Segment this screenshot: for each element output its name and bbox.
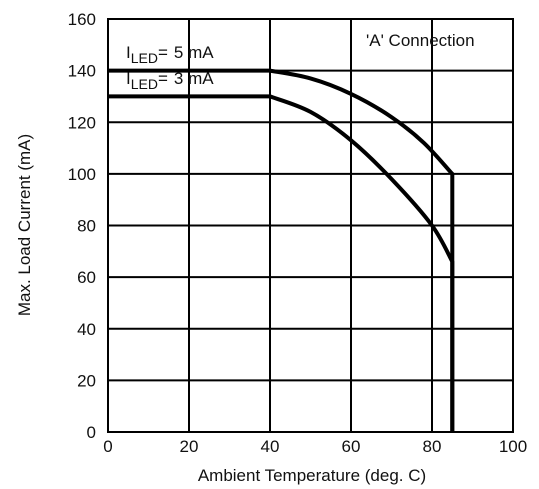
x-tick-label: 80	[423, 437, 442, 456]
y-axis-label: Max. Load Current (mA)	[15, 134, 34, 316]
x-tick-label: 100	[499, 437, 527, 456]
x-tick-label: 60	[342, 437, 361, 456]
x-tick-label: 40	[261, 437, 280, 456]
series-line-3ma	[108, 94, 455, 432]
x-tick-labels: 0 20 40 60 80 100	[103, 437, 527, 456]
series-line-5ma	[108, 68, 455, 432]
y-tick-label: 40	[77, 320, 96, 339]
plot-frame	[107, 18, 514, 433]
y-tick-label: 20	[77, 371, 96, 390]
y-tick-label: 80	[77, 217, 96, 236]
y-tick-label: 140	[68, 62, 96, 81]
series-label-5ma: ILED= 5 mA	[126, 43, 214, 66]
y-tick-label: 120	[68, 113, 96, 132]
series-label-3ma: ILED= 3 mA	[126, 69, 214, 92]
y-tick-label: 160	[68, 10, 96, 29]
y-tick-labels: 0 20 40 60 80 100 120 140 160	[68, 10, 96, 442]
curves	[108, 68, 455, 432]
x-tick-label: 0	[103, 437, 112, 456]
connection-annotation: 'A' Connection	[366, 31, 475, 50]
y-tick-label: 60	[77, 268, 96, 287]
x-tick-label: 20	[180, 437, 199, 456]
y-tick-label: 0	[87, 423, 96, 442]
y-tick-label: 100	[68, 165, 96, 184]
x-axis-label: Ambient Temperature (deg. C)	[198, 466, 426, 485]
